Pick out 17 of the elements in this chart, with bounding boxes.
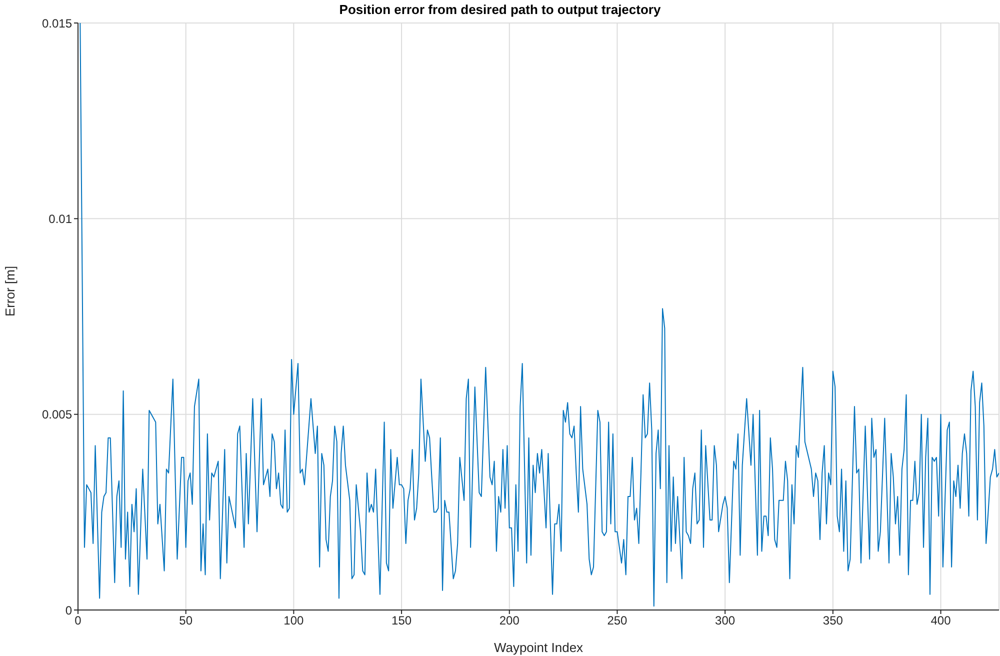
y-tick-label: 0.005	[42, 408, 72, 422]
x-tick-label: 200	[499, 614, 520, 628]
y-tick-label: 0.01	[48, 212, 72, 226]
x-tick-label: 50	[179, 614, 193, 628]
x-tick-label: 0	[74, 614, 82, 628]
chart-title: Position error from desired path to output trajectory	[338, 2, 662, 17]
y-tick-label: 0	[65, 603, 72, 618]
x-tick-label: 400	[930, 614, 952, 628]
y-tick-label: 0.015	[42, 16, 72, 30]
x-tick-label: 350	[822, 614, 844, 628]
x-tick-label: 300	[715, 614, 736, 628]
x-axis-title: Waypoint Index	[494, 640, 584, 655]
x-tick-label: 100	[284, 614, 304, 628]
y-axis-title: Error [m]	[2, 266, 18, 316]
x-tick-label: 250	[607, 614, 628, 628]
line-series	[80, 23, 999, 607]
x-tick-label: 150	[392, 614, 412, 628]
